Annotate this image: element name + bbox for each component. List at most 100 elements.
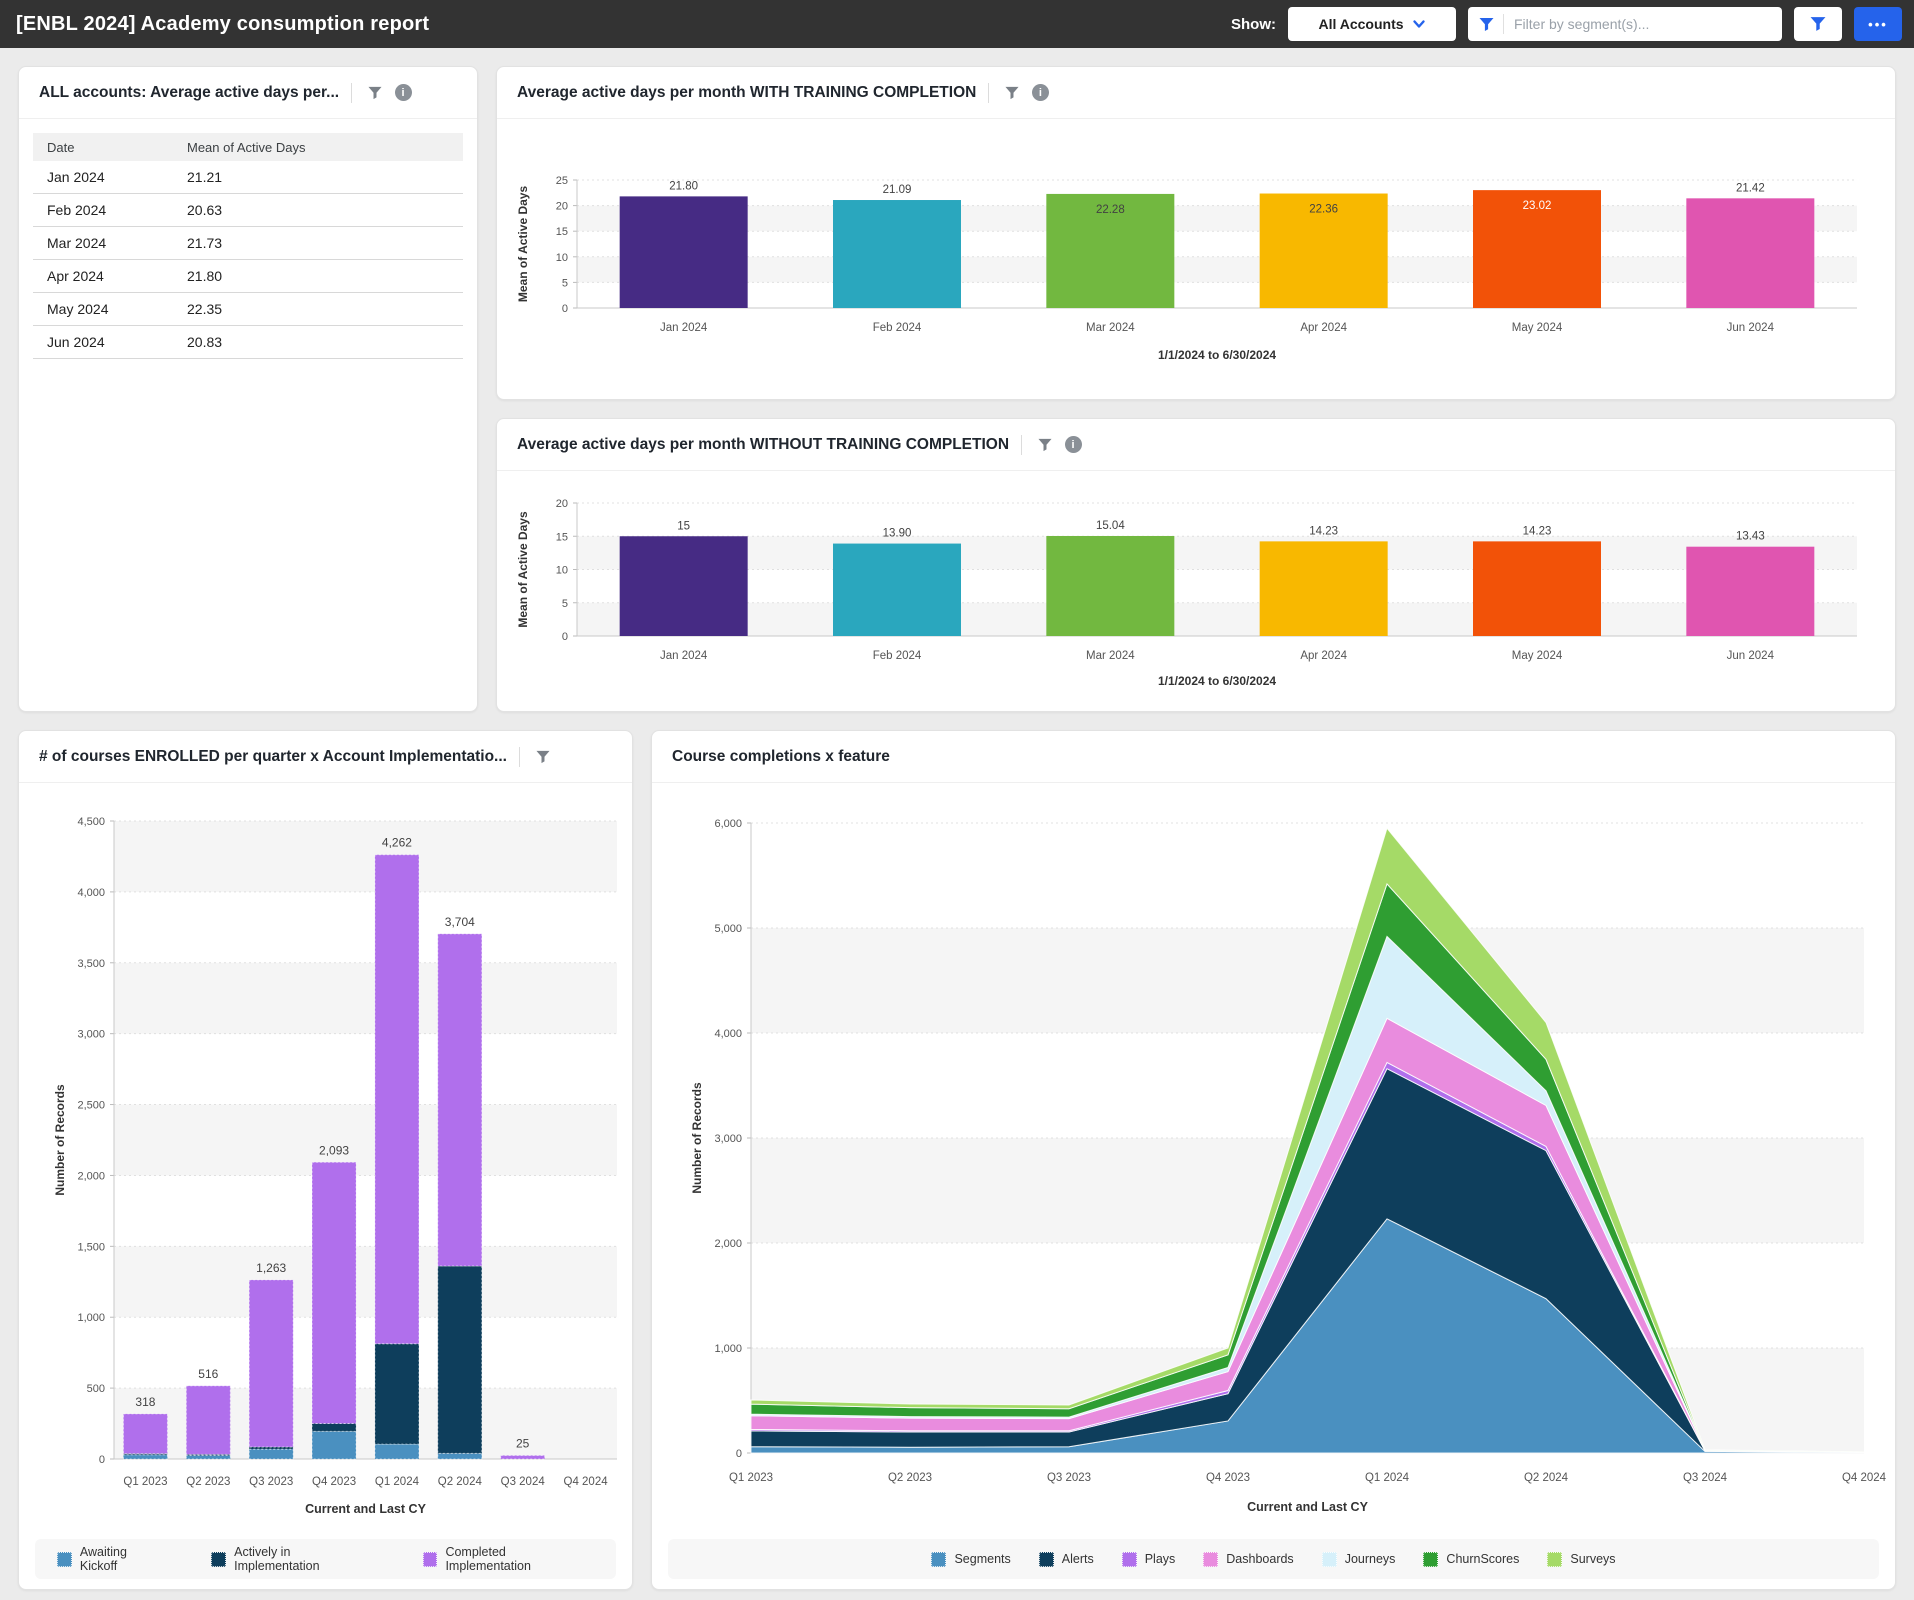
svg-text:516: 516 — [198, 1367, 218, 1381]
completions-card: Course completions x feature 6,0005,0004… — [651, 730, 1896, 1590]
svg-text:15.04: 15.04 — [1096, 520, 1125, 532]
legend-item: Surveys — [1547, 1552, 1615, 1567]
legend-label: ChurnScores — [1446, 1552, 1519, 1566]
svg-text:22.28: 22.28 — [1096, 204, 1125, 216]
app-header: [ENBL 2024] Academy consumption report S… — [0, 0, 1914, 48]
svg-text:15: 15 — [556, 531, 568, 543]
filter-funnel-icon[interactable] — [1001, 82, 1023, 104]
divider — [519, 747, 520, 767]
filter-funnel-icon[interactable] — [1034, 434, 1056, 456]
account-selector-dropdown[interactable]: All Accounts — [1288, 7, 1456, 41]
svg-text:22.36: 22.36 — [1309, 204, 1338, 216]
table-row: Feb 202420.63 — [33, 194, 463, 227]
svg-text:3,704: 3,704 — [445, 915, 475, 929]
chevron-down-icon — [1412, 18, 1426, 30]
svg-text:3,000: 3,000 — [77, 1029, 105, 1041]
cell-mean: 20.63 — [183, 202, 222, 218]
funnel-icon — [1478, 17, 1495, 32]
without-training-chart: 20151050Mean of Active Days15Jan 202413.… — [497, 471, 1893, 711]
info-icon[interactable]: i — [1062, 434, 1084, 456]
svg-text:0: 0 — [99, 1454, 105, 1466]
svg-text:Q2 2024: Q2 2024 — [438, 1476, 483, 1488]
svg-text:2,093: 2,093 — [319, 1143, 349, 1157]
svg-text:Q3 2023: Q3 2023 — [249, 1476, 293, 1488]
completions-legend: SegmentsAlertsPlaysDashboardsJourneysChu… — [668, 1539, 1879, 1579]
svg-text:May 2024: May 2024 — [1512, 322, 1563, 334]
filter-button[interactable] — [1794, 7, 1842, 41]
segment-filter-input[interactable] — [1514, 16, 1744, 32]
svg-text:3,000: 3,000 — [714, 1133, 742, 1145]
svg-text:Mar 2024: Mar 2024 — [1086, 650, 1135, 662]
segment-filter-box[interactable] — [1468, 7, 1782, 41]
svg-text:Number of Records: Number of Records — [53, 1084, 67, 1196]
legend-swatch-icon — [1039, 1552, 1054, 1567]
svg-text:25: 25 — [516, 1436, 530, 1450]
svg-text:3,500: 3,500 — [77, 958, 105, 970]
legend-label: Alerts — [1062, 1552, 1094, 1566]
table-card: ALL accounts: Average active days per...… — [18, 66, 478, 712]
enrolled-courses-header: # of courses ENROLLED per quarter x Acco… — [19, 731, 632, 783]
enrolled-courses-title: # of courses ENROLLED per quarter x Acco… — [39, 748, 507, 766]
legend-swatch-icon — [1203, 1552, 1218, 1567]
svg-text:13.43: 13.43 — [1736, 531, 1765, 543]
legend-swatch-icon — [57, 1552, 72, 1567]
svg-text:Q4 2024: Q4 2024 — [1842, 1472, 1887, 1484]
cell-date: Jan 2024 — [33, 169, 183, 185]
with-training-chart: 2520151050Mean of Active Days21.80Jan 20… — [497, 119, 1893, 399]
svg-text:Q4 2023: Q4 2023 — [1206, 1472, 1250, 1484]
cell-mean: 21.21 — [183, 169, 222, 185]
legend-item: Awaiting Kickoff — [57, 1545, 167, 1573]
legend-swatch-icon — [1322, 1552, 1337, 1567]
svg-text:14.23: 14.23 — [1309, 525, 1338, 537]
table-row: Mar 202421.73 — [33, 227, 463, 260]
info-icon[interactable]: i — [1029, 82, 1051, 104]
header-controls: Show: All Accounts ••• — [1231, 0, 1902, 48]
svg-text:Q3 2023: Q3 2023 — [1047, 1472, 1091, 1484]
with-training-card: Average active days per month WITH TRAIN… — [496, 66, 1896, 400]
more-options-button[interactable]: ••• — [1854, 7, 1902, 41]
with-training-title: Average active days per month WITH TRAIN… — [517, 84, 976, 102]
svg-text:20: 20 — [556, 498, 568, 510]
filter-funnel-icon[interactable] — [364, 82, 386, 104]
column-header-date: Date — [33, 140, 183, 155]
svg-text:Number of Records: Number of Records — [690, 1082, 704, 1194]
without-training-card: Average active days per month WITHOUT TR… — [496, 418, 1896, 712]
svg-text:Jan 2024: Jan 2024 — [660, 650, 708, 662]
table-row: Jan 202421.21 — [33, 161, 463, 194]
legend-swatch-icon — [1423, 1552, 1438, 1567]
legend-label: Plays — [1145, 1552, 1176, 1566]
legend-item: Alerts — [1039, 1552, 1094, 1567]
svg-text:Jun 2024: Jun 2024 — [1727, 650, 1775, 662]
svg-text:Q4 2024: Q4 2024 — [564, 1476, 609, 1488]
completions-header: Course completions x feature — [652, 731, 1895, 783]
svg-text:5: 5 — [562, 598, 568, 610]
legend-label: Segments — [954, 1552, 1010, 1566]
svg-text:Q3 2024: Q3 2024 — [501, 1476, 546, 1488]
info-icon[interactable]: i — [392, 82, 414, 104]
svg-text:Q3 2024: Q3 2024 — [1683, 1472, 1728, 1484]
legend-label: Journeys — [1345, 1552, 1396, 1566]
legend-item: Segments — [931, 1552, 1010, 1567]
table-row: May 202422.35 — [33, 293, 463, 326]
legend-item: Journeys — [1322, 1552, 1396, 1567]
svg-text:Q1 2024: Q1 2024 — [1365, 1472, 1410, 1484]
legend-swatch-icon — [931, 1552, 946, 1567]
legend-item: ChurnScores — [1423, 1552, 1519, 1567]
svg-text:Q1 2023: Q1 2023 — [123, 1476, 167, 1488]
divider — [1503, 14, 1504, 34]
cell-date: Mar 2024 — [33, 235, 183, 251]
svg-text:21.42: 21.42 — [1736, 182, 1765, 194]
svg-text:10: 10 — [556, 252, 568, 264]
active-days-table: Date Mean of Active Days Jan 202421.21Fe… — [33, 133, 463, 359]
legend-label: Awaiting Kickoff — [80, 1545, 167, 1573]
table-header-row: Date Mean of Active Days — [33, 133, 463, 161]
svg-text:Q1 2024: Q1 2024 — [375, 1476, 420, 1488]
filter-funnel-icon[interactable] — [532, 746, 554, 768]
cell-mean: 21.80 — [183, 268, 222, 284]
svg-text:5: 5 — [562, 277, 568, 289]
column-header-mean: Mean of Active Days — [183, 140, 306, 155]
svg-text:Apr 2024: Apr 2024 — [1300, 650, 1347, 662]
svg-text:25: 25 — [556, 175, 568, 187]
svg-text:Q2 2023: Q2 2023 — [186, 1476, 230, 1488]
legend-swatch-icon — [1122, 1552, 1137, 1567]
